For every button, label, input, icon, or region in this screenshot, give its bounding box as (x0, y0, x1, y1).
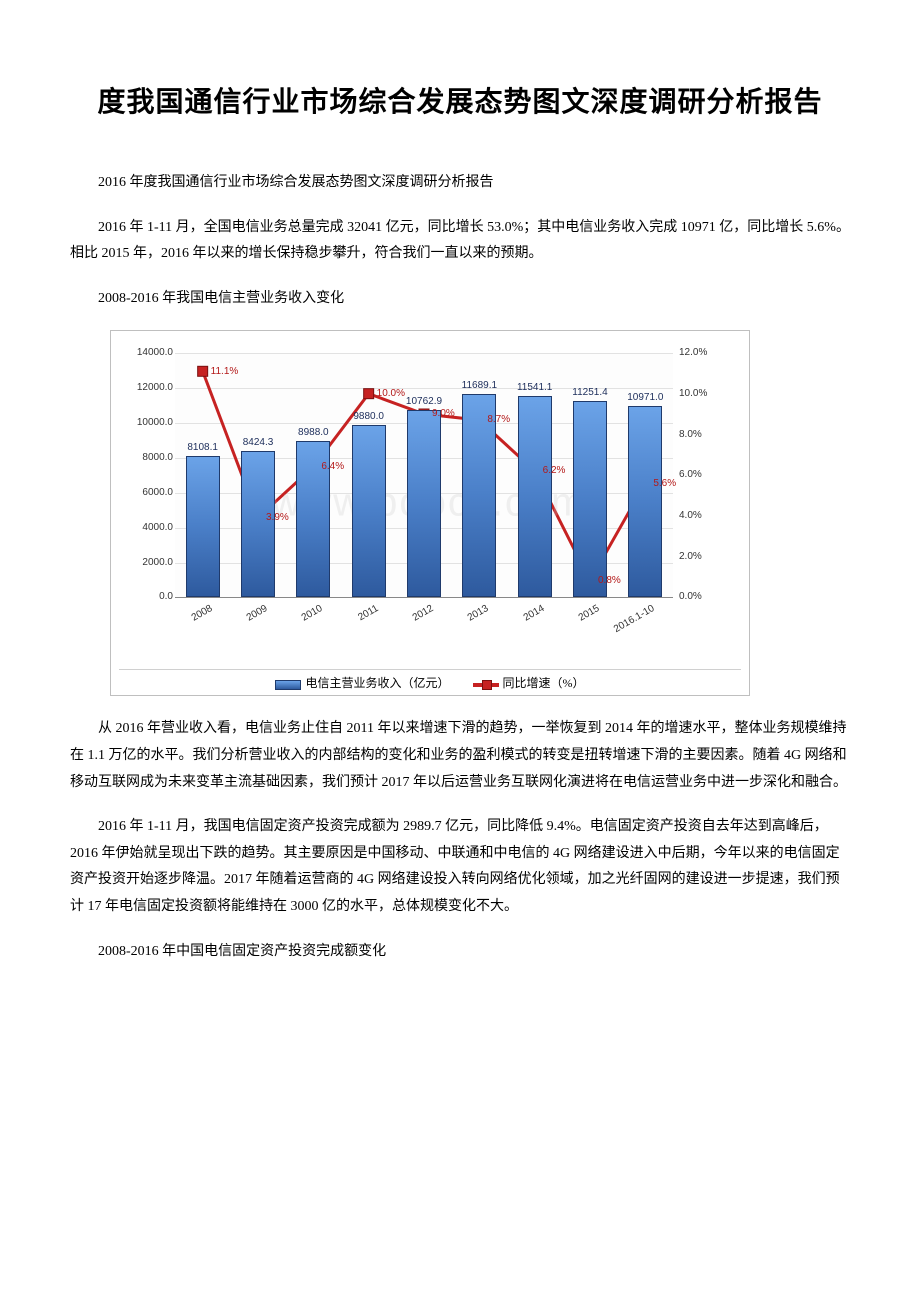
bar-value-label: 8424.3 (243, 437, 274, 448)
paragraph-4: 从 2016 年营业收入看，电信业务止住自 2011 年以来增速下滑的趋势，一举… (70, 716, 850, 796)
bar-value-label: 11251.4 (572, 387, 607, 398)
x-tick-label: 2011 (356, 603, 407, 669)
bar-value-label: 9880.0 (353, 411, 384, 422)
y1-tick: 2000.0 (119, 557, 173, 568)
pct-label: 5.6% (653, 478, 676, 489)
bar-value-label: 11689.1 (462, 380, 497, 391)
pct-label: 8.7% (487, 414, 510, 425)
paragraph-2: 2016 年 1-11 月，全国电信业务总量完成 32041 亿元，同比增长 5… (70, 215, 850, 268)
bar (352, 425, 386, 597)
y1-tick: 6000.0 (119, 487, 173, 498)
page-title: 度我国通信行业市场综合发展态势图文深度调研分析报告 (70, 80, 850, 120)
y1-tick: 14000.0 (119, 347, 173, 358)
chart-caption-1: 2008-2016 年我国电信主营业务收入变化 (70, 286, 850, 313)
y2-tick: 4.0% (679, 510, 739, 521)
y1-tick: 8000.0 (119, 452, 173, 463)
bar-value-label: 11541.1 (517, 382, 552, 393)
bar (241, 451, 275, 598)
pct-label: 9.0% (432, 408, 455, 419)
legend-bar-icon (275, 680, 301, 690)
bar (573, 401, 607, 597)
paragraph-5: 2016 年 1-11 月，我国电信固定资产投资完成额为 2989.7 亿元，同… (70, 814, 850, 920)
y1-tick: 4000.0 (119, 522, 173, 533)
y1-tick: 0.0 (119, 591, 173, 602)
y2-tick: 8.0% (679, 429, 739, 440)
pct-label: 3.9% (266, 512, 289, 523)
pct-label: 10.0% (377, 388, 405, 399)
bar (186, 456, 220, 597)
legend-line-icon (473, 683, 499, 687)
bar-value-label: 8108.1 (187, 442, 218, 453)
bar-value-label: 10971.0 (627, 392, 663, 403)
bar (518, 396, 552, 597)
pct-label: 0.8% (598, 575, 621, 586)
bar (628, 406, 662, 597)
pct-label: 6.2% (543, 465, 566, 476)
x-axis-line (175, 597, 673, 598)
bar-value-label: 10762.9 (406, 396, 442, 407)
y2-tick: 6.0% (679, 469, 739, 480)
revenue-chart: www.bdocx.com 0.02000.04000.06000.08000.… (110, 330, 750, 696)
paragraph-subtitle: 2016 年度我国通信行业市场综合发展态势图文深度调研分析报告 (70, 170, 850, 197)
y1-tick: 10000.0 (119, 417, 173, 428)
y2-tick: 2.0% (679, 551, 739, 562)
y2-tick: 12.0% (679, 347, 739, 358)
x-tick-label: 2010 (300, 603, 351, 670)
bar-value-label: 8988.0 (298, 427, 329, 438)
x-tick-label: 2009 (245, 603, 296, 670)
legend-bar-label: 电信主营业务收入（亿元） (305, 676, 449, 690)
x-tick-label: 2013 (466, 603, 517, 670)
y2-tick: 10.0% (679, 388, 739, 399)
legend-line-label: 同比增速（%） (503, 676, 585, 690)
pct-label: 6.4% (321, 461, 344, 472)
x-tick-label: 2012 (411, 603, 462, 670)
x-tick-label: 2014 (521, 603, 572, 670)
bar (407, 410, 441, 598)
x-tick-label: 2008 (189, 603, 240, 670)
pct-label: 11.1% (211, 366, 239, 377)
y1-tick: 12000.0 (119, 382, 173, 393)
y2-tick: 0.0% (679, 591, 739, 602)
chart-caption-2: 2008-2016 年中国电信固定资产投资完成额变化 (70, 939, 850, 966)
